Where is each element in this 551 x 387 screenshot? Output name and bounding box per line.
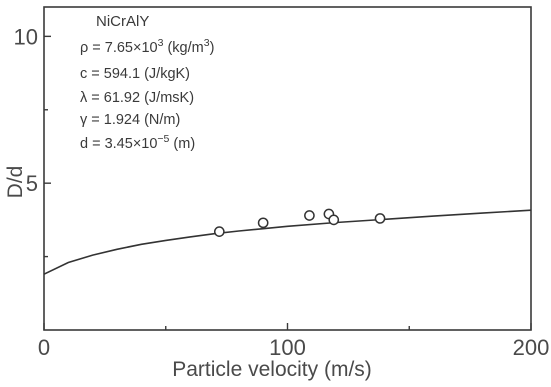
annotation-conductivity: λ = 61.92 (J/msK)	[80, 90, 194, 106]
y-tick-label: 5	[26, 171, 38, 196]
annotation-diameter-times: ×	[133, 136, 141, 152]
x-tick-label: 200	[513, 335, 550, 360]
fit-curve-layer	[43, 209, 532, 275]
annotation-material: NiCrAlY	[96, 13, 149, 30]
annotation-block: NiCrAlY ρ = 7.65×103 (kg/m3) c = 594.1 (…	[80, 13, 214, 152]
y-axis-label: D/d	[4, 166, 27, 199]
x-axis-label: Particle velocity (m/s)	[172, 358, 372, 381]
data-point	[374, 213, 386, 224]
y-tick-label: 10	[14, 24, 38, 49]
annotation-density-times: ×	[133, 40, 141, 56]
fit-curve	[43, 209, 532, 275]
annotation-diameter: d = 3.45×10−5 (m)	[80, 133, 195, 152]
axis-ticks: 0 100 200 5 10	[14, 24, 550, 360]
annotation-diameter-base: 10	[141, 136, 157, 152]
data-point	[257, 217, 269, 229]
annotation-surface-tension: γ = 1.924 (N/m)	[80, 112, 180, 128]
x-tick-label: 0	[38, 335, 50, 360]
annotation-density-sup: 3	[158, 37, 164, 49]
annotation-density-post-end: )	[210, 40, 215, 56]
annotation-specific-heat: c = 594.1 (J/kgK)	[80, 66, 190, 82]
data-points	[213, 208, 386, 237]
data-point	[328, 214, 340, 226]
annotation-diameter-post: (m)	[169, 136, 195, 152]
annotation-diameter-sup: −5	[157, 133, 169, 145]
annotation-density-post-sup: 3	[204, 37, 210, 49]
x-tick-label: 100	[269, 335, 306, 360]
annotation-density-pre: ρ = 7.65	[80, 40, 133, 56]
annotation-density-base: 10	[141, 40, 157, 56]
data-point	[304, 210, 315, 221]
annotation-diameter-pre: d = 3.45	[80, 136, 133, 152]
data-point	[213, 226, 225, 237]
annotation-density-post: (kg/m	[163, 40, 203, 56]
annotation-density: ρ = 7.65×103 (kg/m3)	[80, 37, 214, 56]
